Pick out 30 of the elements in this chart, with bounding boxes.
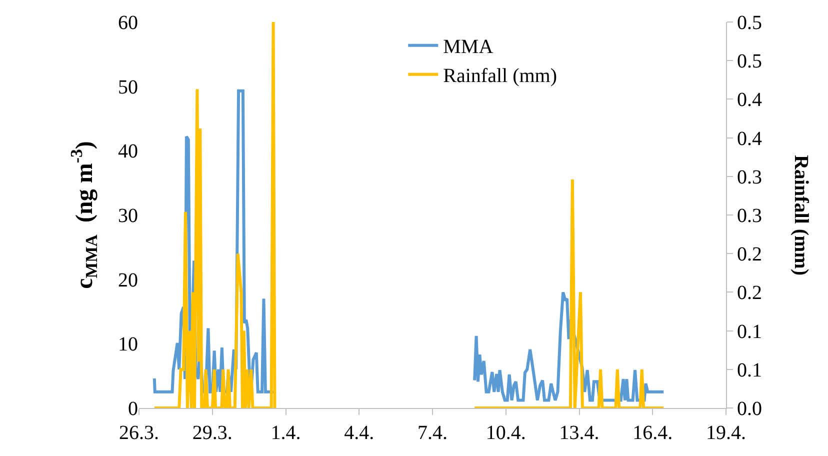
- y2-axis-title: Rainfall (mm): [790, 154, 812, 276]
- y2-tick-label: 0.0: [737, 398, 762, 420]
- y2-tick-label: 0.1: [737, 320, 762, 343]
- y2-tick-label: 0.1: [737, 359, 762, 382]
- x-tick-label: 26.3.: [119, 422, 159, 444]
- y2-tick-label: 0.3: [737, 205, 762, 227]
- y2-tick-label: 0.4: [737, 128, 762, 150]
- y-tick-label: 30: [118, 205, 138, 227]
- x-tick-label: 1.4.: [270, 422, 301, 444]
- x-tick-label: 29.3.: [192, 422, 232, 444]
- y-tick-label: 20: [118, 269, 138, 292]
- y2-tick-label: 0.4: [737, 89, 762, 112]
- y-tick-label: 0: [128, 398, 138, 420]
- y2-tick-label: 0.3: [737, 166, 762, 188]
- x-tick-label: 16.4.: [632, 422, 673, 444]
- x-tick-label: 4.4.: [344, 422, 374, 444]
- y-tick-label: 10: [118, 334, 138, 356]
- y-tick-label: 60: [118, 12, 138, 34]
- y2-tick-label: 0.5: [737, 12, 762, 34]
- x-tick-label: 19.4.: [706, 422, 746, 444]
- y2-tick-label: 0.2: [737, 282, 762, 304]
- legend-label: Rainfall (mm): [443, 65, 558, 88]
- y-tick-label: 50: [118, 76, 138, 98]
- legend-label: MMA: [443, 36, 494, 58]
- x-tick-label: 10.4.: [486, 422, 526, 444]
- y2-tick-label: 0.5: [737, 50, 762, 73]
- x-tick-label: 7.4.: [418, 422, 448, 444]
- x-tick-label: 13.4.: [559, 422, 600, 444]
- y-tick-label: 40: [118, 140, 138, 163]
- y2-tick-label: 0.2: [737, 244, 762, 266]
